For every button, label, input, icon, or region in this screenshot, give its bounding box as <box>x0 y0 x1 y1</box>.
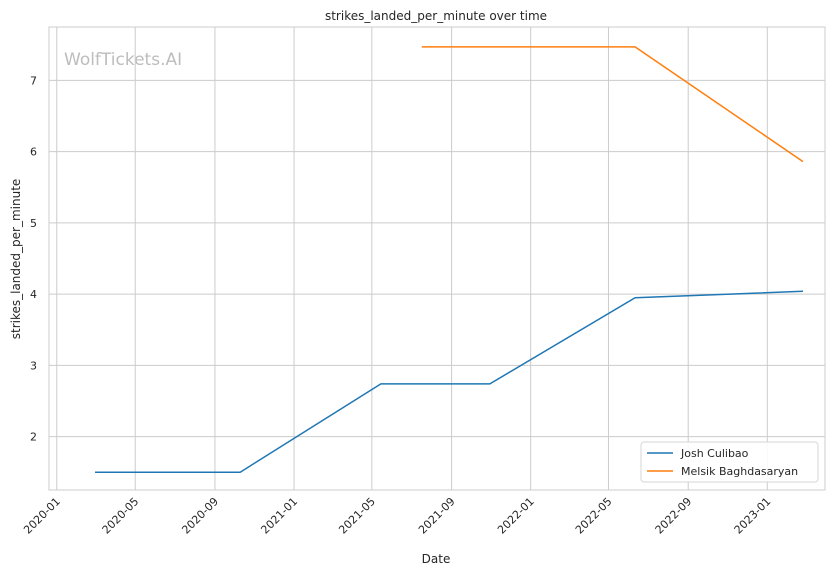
legend: Josh Culibao Melsik Baghdasaryan <box>640 441 819 483</box>
y-tick-label: 4 <box>30 288 37 301</box>
legend-label: Josh Culibao <box>680 447 749 460</box>
chart-title: strikes_landed_per_minute over time <box>325 9 547 23</box>
y-tick-label: 7 <box>30 74 37 87</box>
series-line-1 <box>421 46 804 163</box>
x-tick-label: 2021-09 <box>416 495 458 537</box>
series-line-0 <box>95 290 804 473</box>
grid <box>49 27 825 490</box>
x-tick-label: 2020-01 <box>21 495 63 537</box>
legend-box <box>640 441 819 483</box>
x-tick-label: 2022-05 <box>573 495 615 537</box>
plot-frame <box>48 26 826 491</box>
x-tick-label: 2022-09 <box>653 495 695 537</box>
y-tick-label: 2 <box>30 431 37 444</box>
watermark: WolfTickets.AI <box>64 50 182 70</box>
y-tick-label: 3 <box>30 359 37 372</box>
y-tick-label: 5 <box>30 217 37 230</box>
x-tick-label: 2022-01 <box>495 495 537 537</box>
x-tick-label: 2020-05 <box>100 495 142 537</box>
x-tick-label: 2021-01 <box>258 495 300 537</box>
y-axis-label: strikes_landed_per_minute <box>9 179 23 340</box>
x-tick-label: 2023-01 <box>732 495 774 537</box>
legend-label: Melsik Baghdasaryan <box>681 465 798 478</box>
x-tick-label: 2021-05 <box>336 495 378 537</box>
x-axis-label: Date <box>422 552 451 566</box>
x-tick-labels: 2020-01 2020-05 2020-09 2021-01 2021-05 2021-… <box>21 495 773 537</box>
series-layer <box>95 46 804 473</box>
y-tick-label: 6 <box>30 146 37 159</box>
x-tick-label: 2020-09 <box>179 495 221 537</box>
y-tick-labels: 2 3 4 5 6 7 <box>30 74 37 443</box>
